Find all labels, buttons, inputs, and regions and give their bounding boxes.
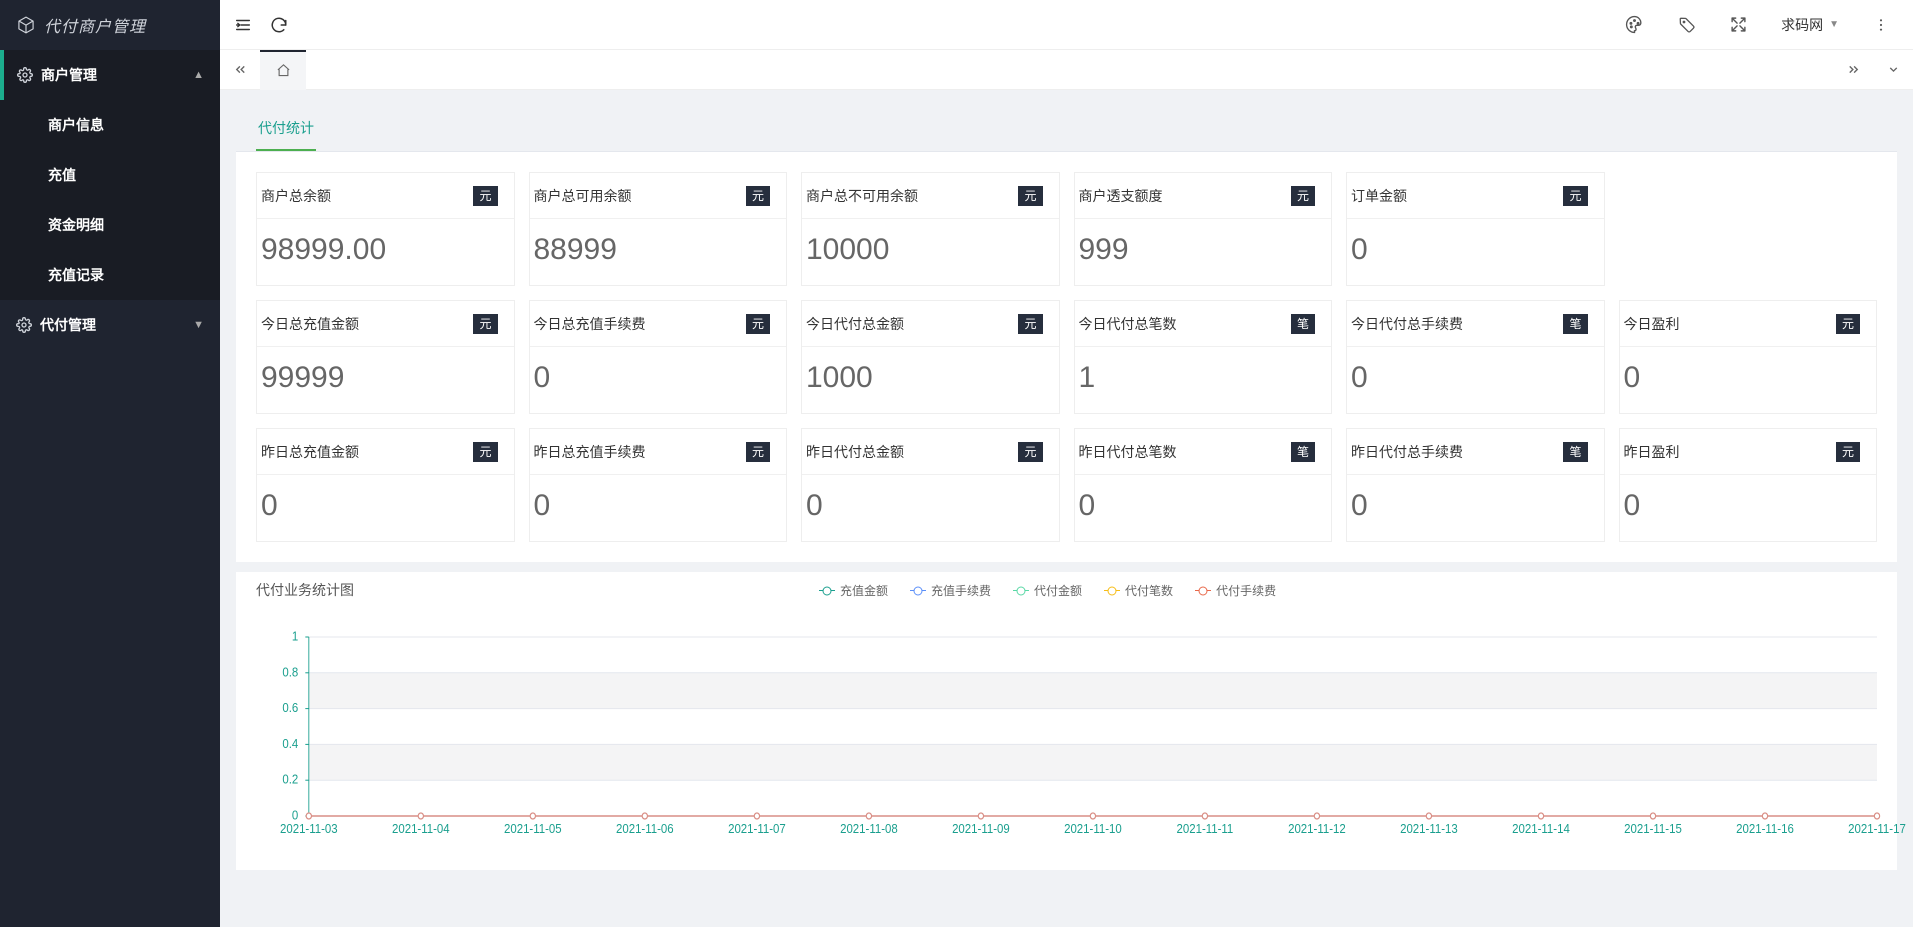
svg-text:2021-11-14: 2021-11-14 xyxy=(1512,821,1570,836)
svg-text:0.2: 0.2 xyxy=(282,772,298,787)
svg-text:0.6: 0.6 xyxy=(282,700,298,715)
svg-text:0.4: 0.4 xyxy=(282,736,298,751)
svg-text:2021-11-03: 2021-11-03 xyxy=(280,821,338,836)
svg-text:0.8: 0.8 xyxy=(282,665,298,680)
svg-text:2021-11-13: 2021-11-13 xyxy=(1400,821,1458,836)
svg-text:2021-11-12: 2021-11-12 xyxy=(1288,821,1346,836)
svg-text:2021-11-17: 2021-11-17 xyxy=(1848,821,1906,836)
svg-text:2021-11-16: 2021-11-16 xyxy=(1736,821,1794,836)
svg-text:1: 1 xyxy=(292,629,299,644)
svg-text:2021-11-09: 2021-11-09 xyxy=(952,821,1010,836)
svg-text:2021-11-15: 2021-11-15 xyxy=(1624,821,1682,836)
svg-text:2021-11-07: 2021-11-07 xyxy=(728,821,786,836)
svg-text:2021-11-06: 2021-11-06 xyxy=(616,821,674,836)
svg-text:2021-11-04: 2021-11-04 xyxy=(392,821,450,836)
svg-text:2021-11-11: 2021-11-11 xyxy=(1177,821,1234,836)
svg-text:2021-11-10: 2021-11-10 xyxy=(1064,821,1122,836)
svg-text:2021-11-08: 2021-11-08 xyxy=(840,821,898,836)
svg-text:2021-11-05: 2021-11-05 xyxy=(504,821,562,836)
